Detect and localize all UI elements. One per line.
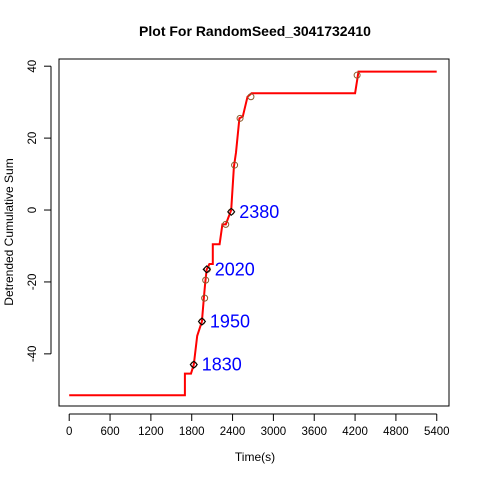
x-tick-label: 1800 — [179, 426, 205, 438]
y-tick-label: 0 — [27, 207, 39, 213]
x-tick-label: 2400 — [220, 426, 246, 438]
x-axis-label: Time(s) — [235, 450, 275, 464]
data-point-circle — [201, 294, 209, 302]
series-line — [69, 70, 437, 397]
annotation-layer: 1830 1950 2020 2380 — [202, 202, 279, 375]
data-point-circle — [247, 93, 255, 101]
changepoint-label: 1950 — [210, 311, 250, 331]
x-axis: 0 600 1200 1800 2400 3000 3600 4200 4800 5400 — [66, 413, 450, 438]
y-axis: -40 -20 0 20 40 — [27, 60, 52, 363]
marker-layer — [189, 71, 361, 369]
changepoint-label: 2380 — [239, 202, 279, 222]
x-tick-label: 4200 — [342, 426, 368, 438]
x-tick-label: 600 — [100, 426, 119, 438]
x-tick-label: 5400 — [424, 426, 450, 438]
y-tick-label: 20 — [27, 132, 39, 145]
plot-frame — [58, 58, 450, 407]
y-tick-label: 40 — [27, 60, 39, 73]
changepoint-label: 2020 — [215, 259, 255, 279]
changepoint-label: 1830 — [202, 355, 242, 375]
y-tick-label: -20 — [27, 274, 39, 291]
x-tick-label: 0 — [66, 426, 72, 438]
data-point-circle — [222, 220, 230, 228]
changepoint-marker — [189, 360, 198, 369]
series-layer — [69, 70, 437, 397]
x-tick-label: 4800 — [383, 426, 409, 438]
x-tick-label: 1200 — [138, 426, 164, 438]
data-point-circle — [353, 71, 361, 79]
x-tick-label: 3000 — [261, 426, 287, 438]
x-tick-label: 3600 — [301, 426, 327, 438]
changepoint-marker — [197, 317, 207, 326]
y-tick-label: -40 — [27, 346, 39, 363]
chart-title: Plot For RandomSeed_3041732410 — [139, 23, 371, 39]
changepoint-marker — [202, 265, 211, 274]
data-point-circle — [231, 161, 239, 169]
data-point-circle — [236, 114, 244, 122]
changepoint-marker — [226, 207, 236, 217]
data-point-circle — [202, 276, 210, 284]
y-axis-label: Detrended Cumulative Sum — [2, 158, 16, 305]
